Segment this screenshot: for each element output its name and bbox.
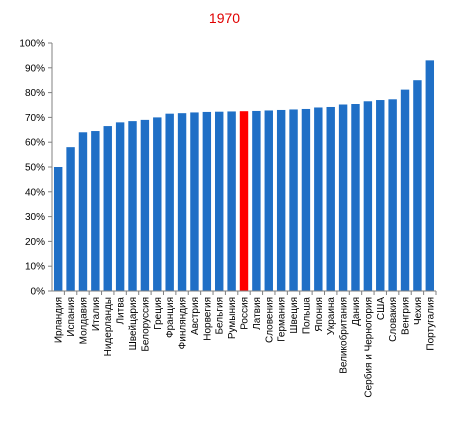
category-label: Венгрия: [401, 297, 412, 335]
bar-12: [202, 111, 212, 291]
category-label: Сербия и Черногория: [362, 297, 374, 398]
bar-17: [264, 110, 273, 292]
bar-4: [103, 126, 112, 291]
bar-6: [128, 121, 137, 292]
bar-2: [78, 132, 88, 291]
category-label: Россия: [240, 297, 251, 330]
x-axis: Ирландия Испания Молдавия Италия Нидерланды Л…: [52, 290, 437, 398]
category-label: Дания: [351, 297, 362, 326]
y-tick-label: 50%: [25, 163, 45, 174]
bar-20: [301, 108, 311, 291]
category-label: Словения: [264, 297, 275, 343]
bar-27: [388, 99, 397, 291]
bar-25: [363, 101, 373, 291]
bar-16: [252, 110, 261, 291]
category-label: США: [376, 297, 387, 320]
bar-30: [425, 60, 435, 291]
category-label: Великобритания: [338, 297, 350, 374]
bar-23: [338, 104, 348, 291]
category-label: Украина: [326, 297, 337, 336]
y-tick-label: 10%: [25, 262, 45, 273]
category-label: Швеция: [289, 297, 300, 334]
category-label: Молдавия: [78, 297, 89, 344]
category-label: Италия: [91, 297, 102, 331]
bar-0: [53, 167, 63, 291]
y-tick-label: 90%: [25, 63, 45, 74]
y-tick-label: 40%: [25, 187, 45, 198]
bar-10: [177, 113, 187, 292]
category-label: Финляндия: [178, 297, 189, 349]
category-label: Польша: [301, 297, 312, 335]
y-tick-label: 100%: [19, 39, 45, 50]
y-tick-label: 70%: [25, 113, 45, 124]
y-axis: 0% 10% 20% 30% 40% 50% 60% 70% 80% 90% 100%: [19, 39, 53, 298]
chart-title: 1970: [208, 10, 241, 26]
category-label: Нидерланды: [103, 297, 114, 356]
category-label: Греция: [153, 297, 164, 330]
bar-1: [66, 147, 75, 291]
category-label: Норвегия: [202, 297, 213, 341]
y-tick-label: 80%: [25, 88, 45, 99]
category-label: Румыния: [227, 297, 238, 339]
bar-8: [153, 117, 162, 292]
bar-21: [314, 107, 323, 291]
category-label: Белоруссия: [140, 297, 151, 352]
category-label: Литва: [116, 297, 127, 325]
category-label: Латвия: [252, 297, 263, 330]
bars: [53, 60, 435, 292]
y-tick-label: 30%: [25, 212, 45, 223]
category-label: Чехия: [413, 297, 424, 325]
bar-29: [413, 80, 422, 291]
category-label: Испания: [66, 297, 77, 337]
bar-26: [376, 100, 385, 291]
category-label: Япония: [314, 297, 325, 332]
category-label: Австрия: [190, 297, 201, 335]
bar-24: [351, 104, 360, 291]
category-label: Германия: [277, 297, 288, 342]
category-label: Португалия: [425, 297, 436, 351]
bar-18: [276, 109, 286, 292]
bar-28: [400, 89, 410, 292]
category-label: Словакия: [388, 297, 399, 342]
bar-3: [91, 131, 100, 291]
bar-22: [326, 106, 335, 291]
bar-14: [227, 111, 236, 291]
y-tick-label: 0%: [31, 287, 46, 298]
bar-5: [115, 122, 125, 291]
y-tick-label: 60%: [25, 138, 45, 149]
category-label: Франция: [165, 297, 176, 338]
category-label: Бельгия: [215, 297, 226, 335]
y-tick-label: 20%: [25, 237, 45, 248]
category-label: Швейцария: [128, 297, 139, 350]
bar-9: [165, 113, 174, 292]
bar-13: [215, 111, 224, 291]
bar-19: [289, 109, 298, 292]
bar-11: [190, 112, 199, 291]
category-label: Ирландия: [54, 297, 65, 343]
bar-7: [140, 119, 150, 291]
bar-15: [239, 111, 249, 291]
